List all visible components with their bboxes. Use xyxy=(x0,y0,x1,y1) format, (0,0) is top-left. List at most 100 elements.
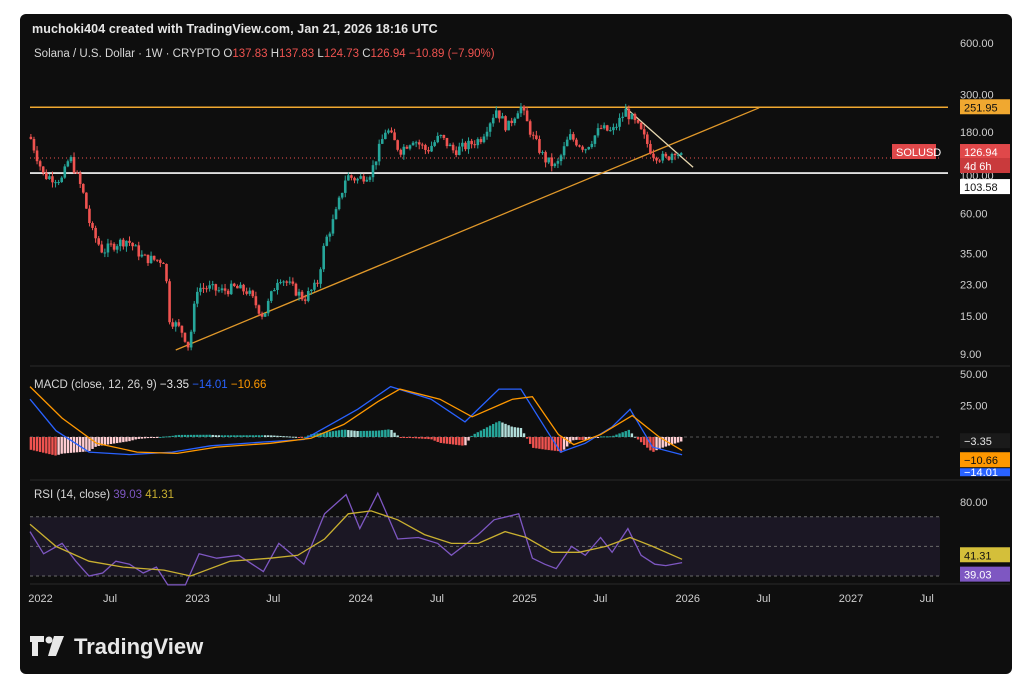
time-tick-label: Jul xyxy=(593,593,607,605)
candle-body xyxy=(408,145,412,149)
candle-body xyxy=(51,176,54,183)
candle-body xyxy=(350,175,353,178)
macd-hist-bar xyxy=(633,436,637,438)
macd-hist-bar xyxy=(424,437,427,439)
macd-hist-bar xyxy=(621,432,624,437)
macd-hist-bar xyxy=(538,437,541,449)
macd-hist-bar xyxy=(630,433,634,437)
macd-hist-label: −3.35 xyxy=(964,436,992,448)
candle-body xyxy=(639,122,643,130)
candle-body xyxy=(220,288,224,291)
macd-hist-bar xyxy=(655,437,658,451)
trendline xyxy=(625,107,694,168)
candle-body xyxy=(538,139,541,153)
macd-hist-bar xyxy=(214,435,218,437)
candle-body xyxy=(362,176,366,182)
candle-body xyxy=(115,246,119,250)
candle-body xyxy=(35,150,39,162)
candle-body xyxy=(78,172,82,184)
candle-body xyxy=(162,262,165,264)
candle-body xyxy=(590,143,594,148)
candle-body xyxy=(112,243,116,250)
candle-body xyxy=(491,117,495,124)
candle-body xyxy=(457,146,461,155)
candle-body xyxy=(507,120,510,131)
candle-body xyxy=(328,233,332,237)
ohlc-c-label: C xyxy=(362,48,370,60)
candle-body xyxy=(559,155,563,162)
macd-hist-bar xyxy=(556,437,560,452)
macd-hist-bar xyxy=(393,432,396,437)
macd-hist-bar xyxy=(91,437,94,449)
macd-signal-value: −10.66 xyxy=(231,379,267,391)
candle-body xyxy=(587,147,591,150)
candle-body xyxy=(41,166,45,173)
candle-body xyxy=(556,161,560,164)
candle-body xyxy=(396,140,399,150)
time-tick-label: Jul xyxy=(103,593,117,605)
candle-body xyxy=(177,322,181,326)
price-tick-label: 180.00 xyxy=(960,127,994,139)
macd-hist-bar xyxy=(396,435,399,437)
candle-body xyxy=(214,284,218,291)
resistance-price-label: 251.95 xyxy=(964,102,998,114)
candle-body xyxy=(371,165,375,178)
macd-hist-bar xyxy=(140,437,144,439)
macd-hist-bar xyxy=(464,437,467,446)
ohlc-h-label: H xyxy=(271,48,279,60)
macd-hist-bar xyxy=(565,437,569,447)
candle-body xyxy=(192,303,196,332)
macd-hist-bar xyxy=(584,437,587,440)
candle-body xyxy=(57,182,60,184)
macd-hist-bar xyxy=(186,434,190,437)
macd-hist-label-bg xyxy=(960,433,1010,449)
symbol-label-bg xyxy=(892,144,936,160)
macd-hist-bar xyxy=(230,435,233,437)
candle-body xyxy=(479,139,483,143)
candle-body xyxy=(226,290,230,295)
candle-body xyxy=(140,254,144,257)
candle-body xyxy=(340,192,344,198)
candle-body xyxy=(664,153,668,157)
macd-hist-bar xyxy=(168,436,171,438)
candle-body xyxy=(165,263,168,282)
candle-body xyxy=(137,245,141,257)
macd-hist-bar xyxy=(119,437,122,443)
rsi-ma-line xyxy=(29,510,683,577)
candle-body xyxy=(642,129,646,135)
candle-body xyxy=(128,240,131,243)
macd-hist-bar xyxy=(307,435,310,437)
macd-hist-bar xyxy=(313,433,316,437)
candle-body xyxy=(103,252,107,254)
candle-body xyxy=(615,126,618,128)
macd-hist-bar xyxy=(368,430,372,437)
candle-body xyxy=(300,291,304,300)
macd-hist-bar xyxy=(646,437,649,448)
candle-body xyxy=(97,238,100,245)
macd-hist-bar xyxy=(270,435,273,437)
macd-hist-bar xyxy=(436,437,439,442)
rsi-label-bg xyxy=(960,566,1010,582)
candle-body xyxy=(48,176,51,180)
macd-hist-bar xyxy=(519,427,523,437)
macd-hist-bar xyxy=(344,429,347,437)
candle-body xyxy=(131,242,134,247)
macd-hist-bar xyxy=(528,437,532,444)
macd-hist-bar xyxy=(458,437,461,446)
macd-hist-bar xyxy=(636,437,640,440)
candle-body xyxy=(519,106,523,114)
macd-hist-bar xyxy=(470,435,473,437)
candle-body xyxy=(384,132,387,140)
macd-hist-bar xyxy=(680,437,683,442)
candle-body xyxy=(667,156,671,161)
candle-body xyxy=(467,140,470,150)
macd-hist-bar xyxy=(63,437,66,454)
candle-body xyxy=(152,255,156,260)
macd-hist-bar xyxy=(38,437,42,452)
macd-hist-bar xyxy=(377,430,381,437)
macd-hist-bar xyxy=(402,437,406,438)
brand-name: TradingView xyxy=(74,634,204,659)
macd-hist-bar xyxy=(137,437,140,439)
candle-body xyxy=(266,300,270,314)
macd-hist-bar xyxy=(183,434,187,437)
